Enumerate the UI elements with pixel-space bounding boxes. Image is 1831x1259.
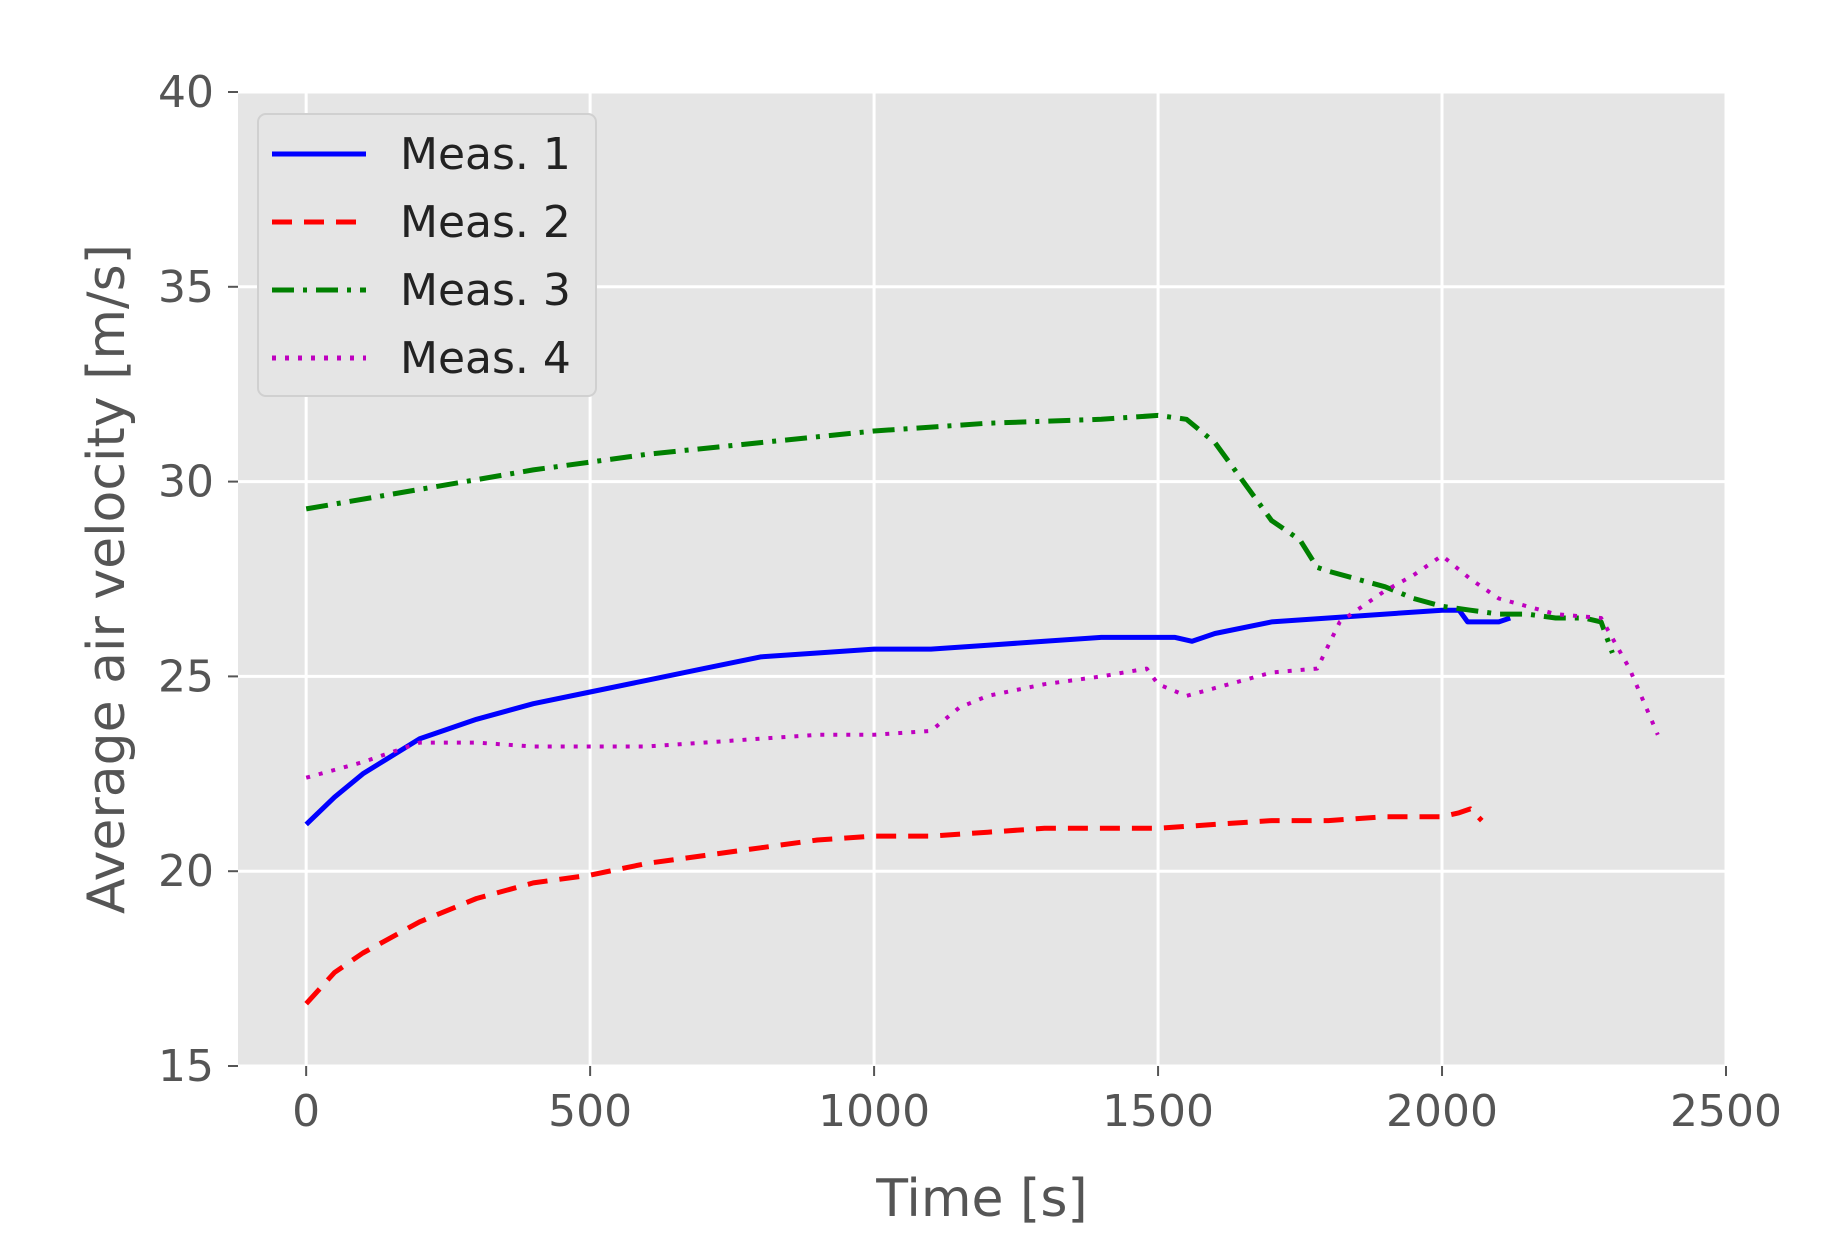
y-tick-label: 25 bbox=[158, 651, 214, 702]
legend-label-1: Meas. 1 bbox=[400, 129, 571, 180]
x-tick-label: 1500 bbox=[1102, 1086, 1214, 1137]
series-line-4 bbox=[305, 553, 1660, 780]
grid bbox=[238, 90, 1728, 1068]
x-tick-label: 2500 bbox=[1670, 1086, 1782, 1137]
x-axis-title: Time [s] bbox=[875, 1169, 1087, 1229]
y-axis-title: Average air velocity [m/s] bbox=[77, 244, 137, 914]
x-tick-label: 0 bbox=[292, 1086, 320, 1137]
x-tick-label: 2000 bbox=[1386, 1086, 1498, 1137]
series-line-1 bbox=[304, 607, 1512, 827]
legend-label-4: Meas. 4 bbox=[400, 333, 571, 384]
legend-box bbox=[257, 113, 597, 397]
y-tick-label: 30 bbox=[158, 457, 214, 508]
series-lines bbox=[304, 412, 1660, 1006]
x-tick-label: 1000 bbox=[818, 1086, 930, 1137]
y-tick-label: 40 bbox=[158, 67, 214, 118]
y-tick-label: 20 bbox=[158, 846, 214, 897]
legend-label-2: Meas. 2 bbox=[400, 197, 571, 248]
axes: 0 500 1000 1500 2000 2500 15 20 25 30 35 40 bbox=[158, 67, 1782, 1137]
series-line-2 bbox=[304, 806, 1484, 1006]
legend-label-3: Meas. 3 bbox=[400, 265, 571, 316]
x-tick-label: 500 bbox=[548, 1086, 632, 1137]
y-tick-label: 35 bbox=[158, 262, 214, 313]
y-tick-label: 15 bbox=[158, 1041, 214, 1092]
legend: Meas. 1 Meas. 2 Meas. 3 Meas. 4 bbox=[257, 113, 597, 397]
